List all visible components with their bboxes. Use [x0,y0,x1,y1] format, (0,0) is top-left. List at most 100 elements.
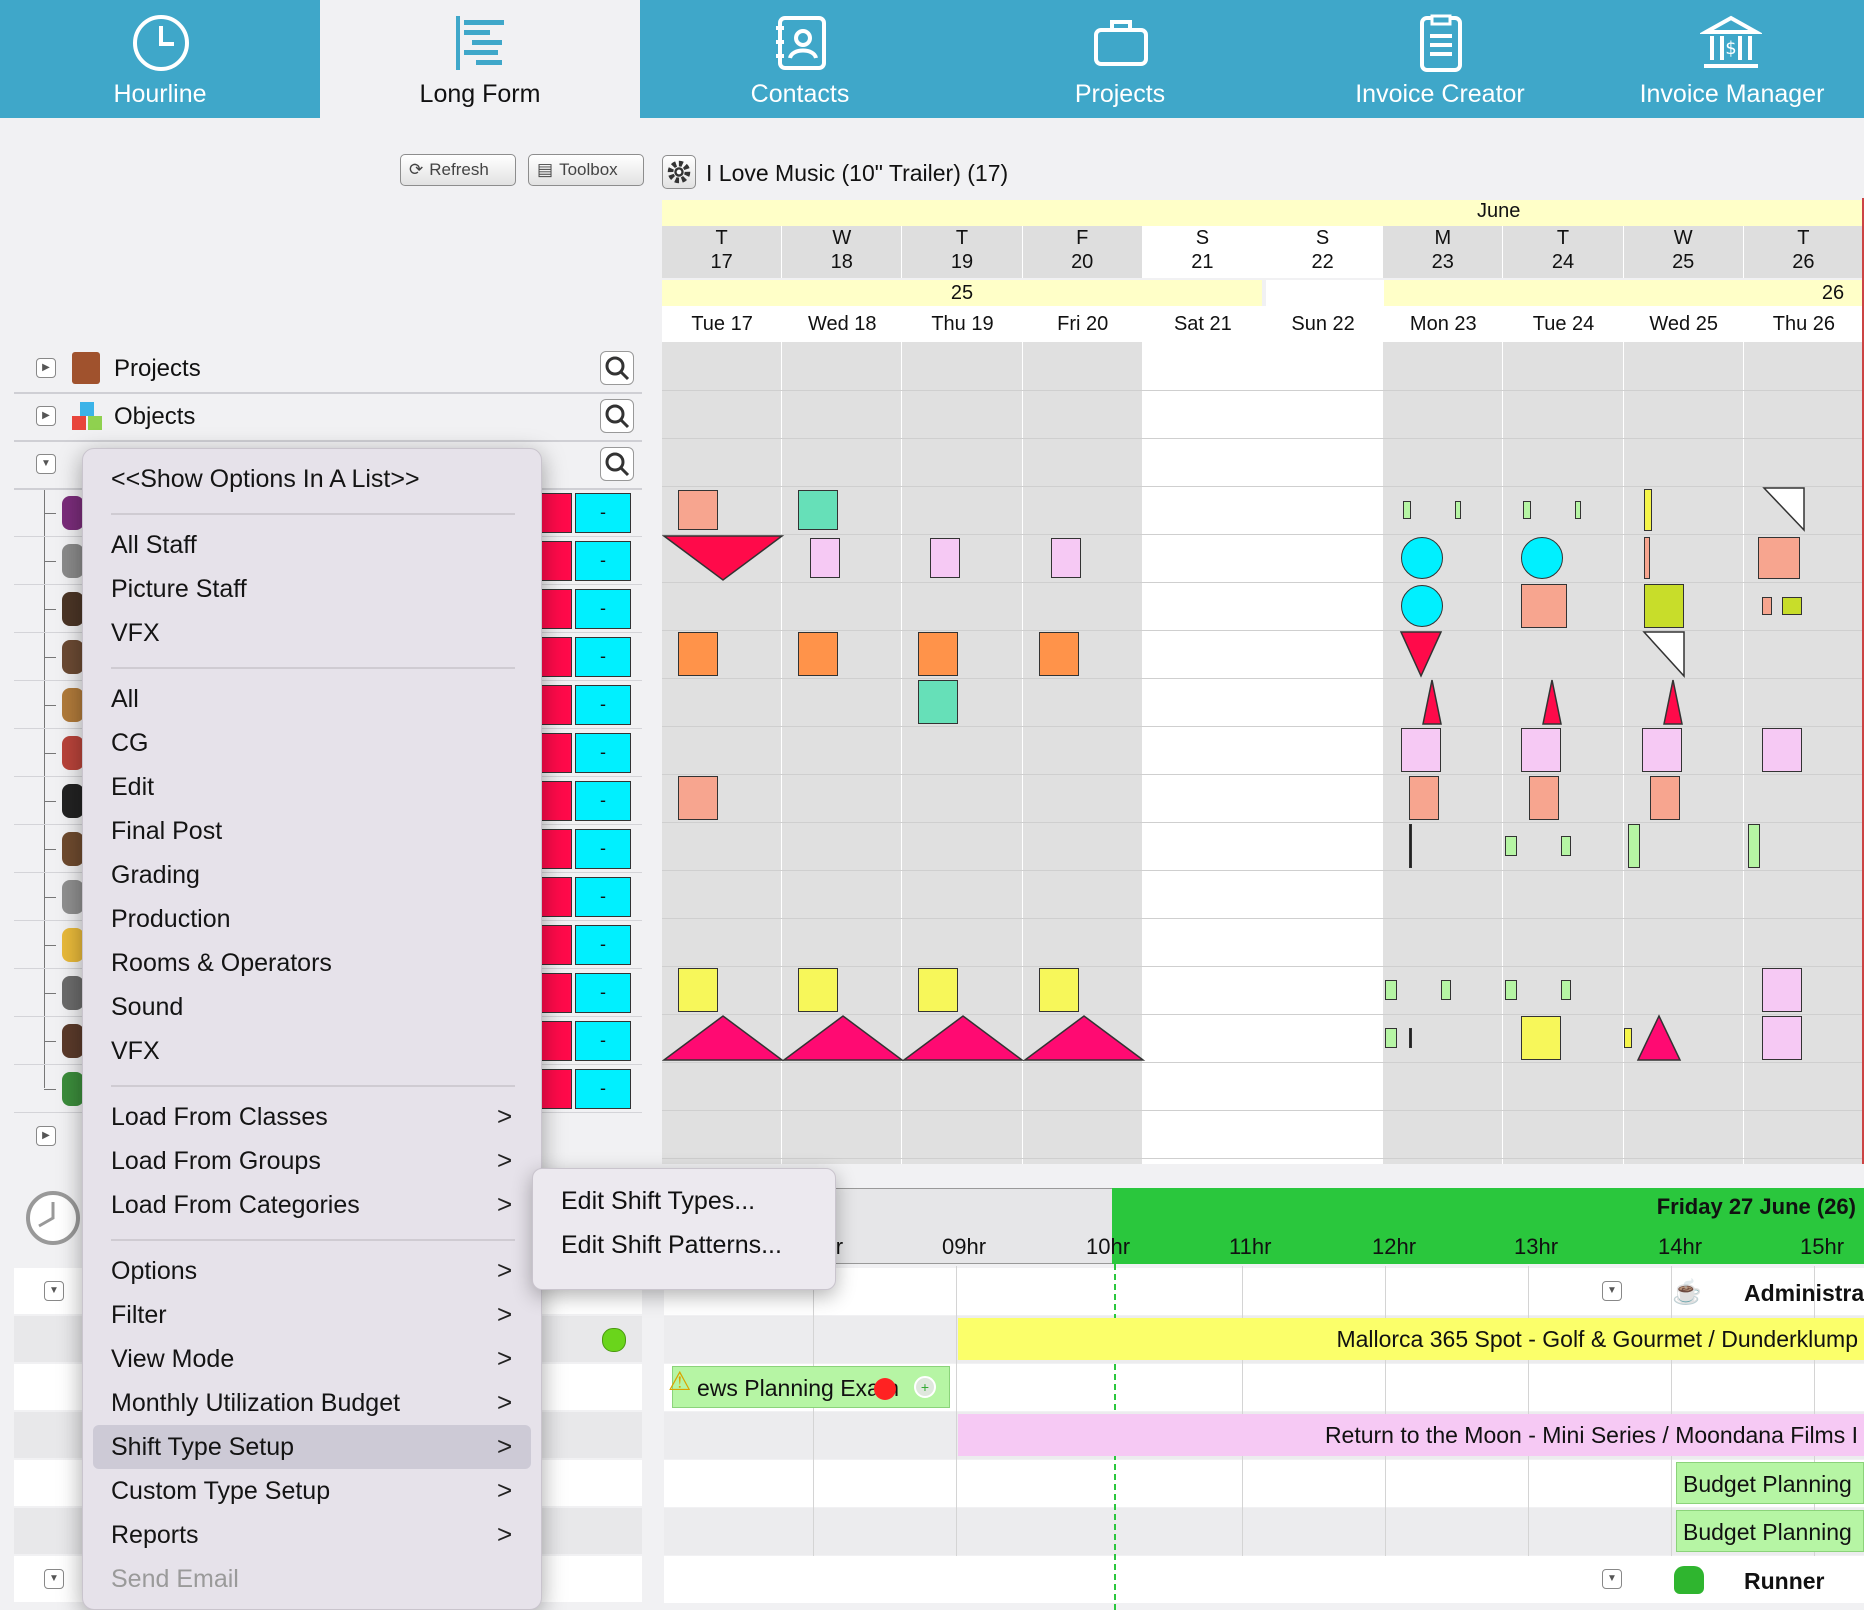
tab-long-form[interactable]: Long Form [320,0,640,118]
shift-block[interactable] [678,490,718,530]
shift-block[interactable] [1409,776,1440,820]
day-column[interactable] [1142,342,1263,1164]
menu-item-all[interactable]: All [111,685,139,713]
shift-tag[interactable]: - [575,973,631,1013]
disclosure-down-icon[interactable]: ▼ [44,1281,64,1301]
booking-bar-news-planning[interactable]: ews Planning Exam [672,1366,950,1408]
shift-marker-triangle[interactable] [1400,631,1443,678]
shift-block[interactable] [1523,501,1532,519]
shift-block[interactable] [1455,501,1462,519]
shift-block[interactable] [1409,1028,1413,1048]
shift-block[interactable] [678,632,718,676]
menu-item-vfx[interactable]: VFX [111,1037,160,1065]
shift-block[interactable] [1561,836,1572,856]
shift-marker-triangle[interactable] [662,1015,785,1061]
booking-bar-budget-1[interactable]: Budget Planning [1676,1462,1864,1504]
shift-block[interactable] [1038,968,1079,1012]
disclosure-down-icon[interactable]: ▼ [36,454,56,474]
shift-block[interactable] [1521,728,1562,772]
shift-block[interactable] [1623,1028,1632,1048]
tree-row-collapsed[interactable]: ▶ [14,1114,642,1160]
disclosure-right-icon[interactable]: ▶ [36,406,56,426]
shift-tag[interactable]: - [575,1069,631,1109]
shift-marker-triangle[interactable] [1022,1015,1145,1061]
day-header[interactable]: T 17 [662,226,783,278]
tab-hourline[interactable]: Hourline [0,0,320,118]
shift-marker-triangle[interactable] [1662,679,1683,725]
menu-item-reports[interactable]: Reports [111,1521,199,1549]
menu-item-final-post[interactable]: Final Post [111,817,223,845]
toolbox-button[interactable]: ▤ Toolbox [528,154,644,186]
shift-block[interactable] [1761,728,1802,772]
shift-tag[interactable]: - [575,733,631,773]
tree-row-person[interactable]: - [14,826,642,873]
shift-block[interactable] [1409,824,1413,868]
shift-tag[interactable]: - [575,829,631,869]
shift-block[interactable] [810,538,841,578]
shift-marker-triangle[interactable] [1762,487,1805,532]
shift-block[interactable] [1761,1016,1802,1060]
menu-item-production[interactable]: Production [111,905,231,933]
tab-projects[interactable]: Projects [960,0,1280,118]
shift-block[interactable] [918,680,959,724]
menu-item-vfx-staff[interactable]: VFX [111,619,160,647]
shift-block[interactable] [1505,980,1518,1000]
menu-item-show-list[interactable]: <<Show Options In A List>> [111,465,420,493]
day-header[interactable]: T 26 [1743,226,1864,278]
tree-row-person[interactable]: - [14,490,642,537]
search-button[interactable] [600,351,634,385]
menu-item-options[interactable]: Options [111,1257,198,1285]
shift-block[interactable] [1403,501,1412,519]
menu-item-all-staff[interactable]: All Staff [111,531,197,559]
shift-block[interactable] [1757,537,1800,579]
shift-block[interactable] [1441,980,1452,1000]
shift-block[interactable] [1521,584,1568,628]
day-header[interactable]: S 22 [1263,226,1384,278]
disclosure-down-icon[interactable]: ▼ [44,1569,64,1589]
day-header[interactable]: F 20 [1022,226,1143,278]
refresh-button[interactable]: ⟳ Refresh [400,154,516,186]
day-header[interactable]: T 24 [1503,226,1624,278]
shift-marker-triangle[interactable] [781,1015,905,1061]
tab-invoice-manager[interactable]: $ Invoice Manager [1600,0,1864,118]
shift-marker-triangle[interactable] [1641,631,1685,678]
shift-block[interactable] [678,968,718,1012]
tab-invoice-creator[interactable]: Invoice Creator [1280,0,1600,118]
day-header[interactable]: S 21 [1142,226,1263,278]
shift-tag[interactable]: - [575,781,631,821]
menu-item-shift-type-setup[interactable]: Shift Type Setup [111,1433,294,1461]
shift-tag[interactable]: - [575,589,631,629]
shift-marker-triangle[interactable] [1636,1014,1681,1061]
shift-tag[interactable]: - [575,493,631,533]
tree-row-objects[interactable]: ▶ Objects [14,394,642,442]
shift-block[interactable] [1761,968,1802,1012]
day-header[interactable]: M 23 [1383,226,1504,278]
shift-block[interactable] [798,632,839,676]
menu-item-filter[interactable]: Filter [111,1301,167,1329]
shift-block[interactable] [918,968,959,1012]
shift-block[interactable] [1649,776,1680,820]
shift-block[interactable] [1627,824,1640,868]
menu-item-load-categories[interactable]: Load From Categories [111,1191,360,1219]
menu-item-edit[interactable]: Edit [111,773,155,801]
submenu-item-edit-shift-patterns[interactable]: Edit Shift Patterns... [561,1231,782,1259]
menu-item-cg[interactable]: CG [111,729,149,757]
tree-row-projects[interactable]: ▶ Projects [14,346,642,394]
shift-tag[interactable]: - [575,1021,631,1061]
shift-marker-triangle[interactable] [662,535,785,581]
menu-item-picture-staff[interactable]: Picture Staff [111,575,247,603]
booking-bar-mallorca[interactable]: Mallorca 365 Spot - Golf & Gourmet / Dun… [958,1318,1864,1360]
search-button[interactable] [600,399,634,433]
shift-block[interactable] [918,632,959,676]
menu-item-load-classes[interactable]: Load From Classes [111,1103,328,1131]
shift-marker-circle[interactable] [1401,537,1444,579]
day-column[interactable] [1263,342,1384,1164]
shift-block[interactable] [1385,1028,1398,1048]
shift-marker-circle[interactable] [1401,585,1444,627]
shift-tag[interactable]: - [575,637,631,677]
add-clock-icon[interactable]: + [914,1376,936,1398]
shift-block[interactable] [1643,584,1684,628]
calendar-grid[interactable]: June T 17 Tue 17 W 18 Wed 18 T 19 Thu 19 F 20 Fri 2… [662,198,1864,1164]
booking-bar-budget-2[interactable]: Budget Planning [1676,1510,1864,1552]
search-button[interactable] [600,447,634,481]
